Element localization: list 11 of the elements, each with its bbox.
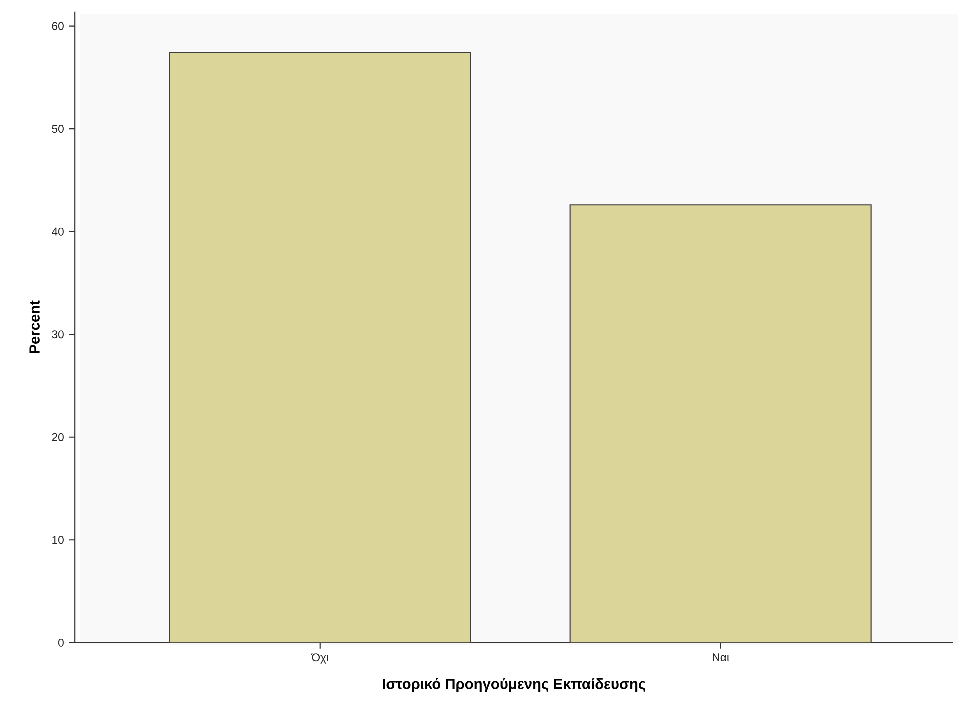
x-tick-label: Ναι xyxy=(713,654,730,662)
x-axis-title: Ιστορικό Προηγούμενης Εκπαίδευσης xyxy=(383,678,646,692)
y-tick-label: 20 xyxy=(52,433,64,442)
y-tick-label: 0 xyxy=(58,638,64,647)
x-tick-label: Όχι xyxy=(311,654,329,664)
y-tick-label: 60 xyxy=(52,22,64,30)
y-tick-label: 30 xyxy=(52,330,64,339)
y-tick-label: 10 xyxy=(52,536,64,544)
y-axis-title: Percent xyxy=(30,300,40,354)
y-tick-label: 40 xyxy=(52,228,64,236)
y-tick-label: 50 xyxy=(52,125,64,134)
